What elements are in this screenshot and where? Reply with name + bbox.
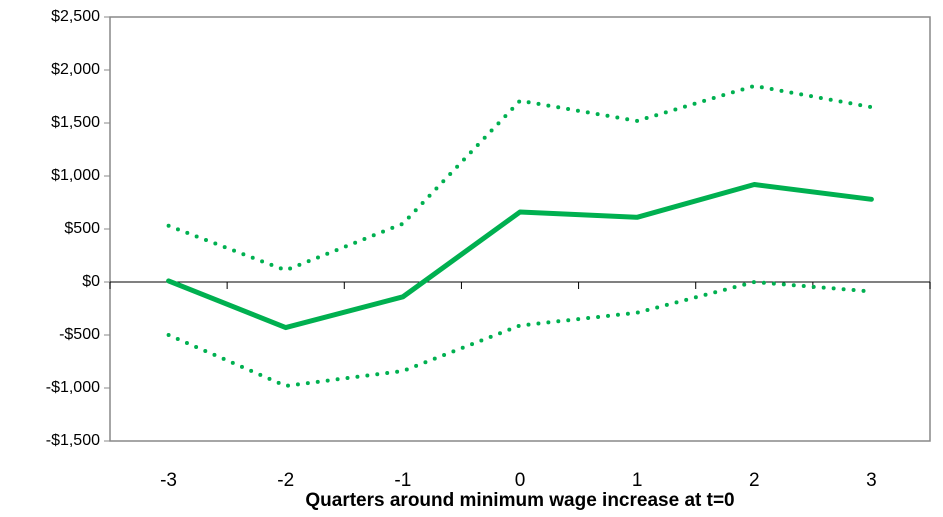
ci-line xyxy=(166,280,874,388)
x-tick-label: 0 xyxy=(515,470,526,491)
ci-line xyxy=(166,83,874,273)
y-tick-label: $2,000 xyxy=(51,61,100,78)
x-tick-label: -1 xyxy=(394,470,411,491)
x-tick-label: 2 xyxy=(749,470,760,491)
x-tick-label: -2 xyxy=(277,470,294,491)
y-tick-label: -$500 xyxy=(59,326,100,343)
estimate-line xyxy=(166,182,874,331)
x-tick-label: 3 xyxy=(866,470,877,491)
y-tick-label: $1,000 xyxy=(51,167,100,184)
plot-border xyxy=(109,16,931,442)
y-tick-label: $1,500 xyxy=(51,114,100,131)
y-tick-label: -$1,000 xyxy=(46,379,100,396)
x-tick-label: 1 xyxy=(632,470,643,491)
x-tick-label: -3 xyxy=(160,470,177,491)
y-tick-label: -$1,500 xyxy=(46,432,100,449)
x-axis-title: Quarters around minimum wage increase at… xyxy=(305,490,734,511)
y-tick-label: $500 xyxy=(64,220,100,237)
y-tick-label: $0 xyxy=(82,273,100,290)
y-tick-label: $2,500 xyxy=(51,8,100,25)
